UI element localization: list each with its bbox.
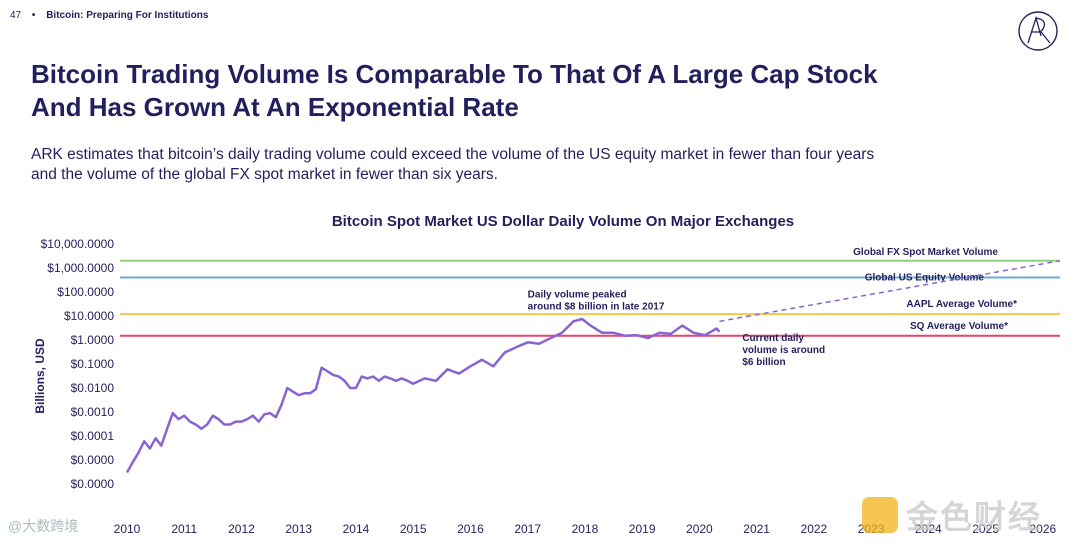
ark-logo-icon [1018, 11, 1058, 51]
annotation-text: Daily volume peaked [528, 289, 627, 300]
header-separator: • [31, 10, 36, 21]
x-tick-label: 2013 [285, 522, 312, 536]
y-tick-label: $1.0000 [71, 333, 115, 347]
watermark-left: @大数跨境 [8, 518, 79, 534]
x-tick-label: 2016 [457, 522, 484, 536]
page-title: Bitcoin Trading Volume Is Comparable To … [31, 58, 1011, 124]
x-tick-label: 2015 [400, 522, 427, 536]
x-tick-label: 2022 [801, 522, 828, 536]
annotation-text: around $8 billion in late 2017 [528, 301, 665, 312]
page-number: 47 [10, 10, 22, 21]
watermark-badge-icon [862, 497, 898, 533]
bitcoin-volume-line [125, 317, 721, 474]
subtitle-line-1: ARK estimates that bitcoin’s daily tradi… [31, 146, 875, 163]
x-tick-label: 2014 [343, 522, 370, 536]
chart-title: Bitcoin Spot Market US Dollar Daily Volu… [332, 213, 794, 230]
annotation-text: volume is around [742, 345, 825, 356]
annotation-text: $6 billion [742, 357, 785, 368]
section-title: Bitcoin: Preparing For Institutions [46, 10, 209, 21]
x-tick-label: 2012 [228, 522, 255, 536]
y-tick-label: $0.0100 [71, 381, 115, 395]
x-tick-label: 2019 [629, 522, 656, 536]
x-tick-label: 2017 [514, 522, 541, 536]
x-tick-label: 2018 [572, 522, 599, 536]
x-tick-label: 2026 [1029, 522, 1056, 536]
volume-chart: Bitcoin Spot Market US Dollar Daily Volu… [33, 213, 1061, 536]
reference-line-label: AAPL Average Volume* [906, 299, 1017, 310]
x-tick-label: 2010 [114, 522, 141, 536]
x-tick-label: 2011 [171, 522, 197, 536]
watermark-right: 金色财经 [862, 492, 1042, 538]
title-line-1: Bitcoin Trading Volume Is Comparable To … [31, 59, 878, 89]
y-tick-label: $0.0010 [71, 405, 115, 419]
x-tick-label: 2020 [686, 522, 713, 536]
y-tick-label: $0.0000 [71, 453, 115, 467]
x-tick-label: 2024 [915, 522, 942, 536]
y-tick-label: $0.0000 [71, 477, 115, 491]
y-tick-label: $10,000.0000 [41, 237, 115, 251]
title-line-2: And Has Grown At An Exponential Rate [31, 92, 519, 122]
reference-line-label: SQ Average Volume* [910, 321, 1008, 332]
y-tick-label: $10.0000 [64, 309, 114, 323]
y-tick-label: $0.1000 [71, 357, 115, 371]
page-header: 47 • Bitcoin: Preparing For Institutions [10, 10, 208, 21]
y-tick-label: $100.0000 [57, 285, 114, 299]
y-tick-label: $1,000.0000 [47, 261, 114, 275]
annotation-text: Current daily [742, 333, 804, 344]
projection-line [719, 260, 1061, 323]
reference-line-label: Global FX Spot Market Volume [853, 247, 998, 258]
y-axis-label: Billions, USD [33, 338, 47, 414]
x-tick-label: 2021 [743, 522, 770, 536]
reference-line-label: Global US Equity Volume [865, 273, 985, 284]
x-tick-label: 2025 [972, 522, 999, 536]
watermark-right-text: 金色财经 [906, 499, 1043, 535]
page-subtitle: ARK estimates that bitcoin’s daily tradi… [31, 145, 1021, 185]
y-tick-label: $0.0001 [71, 429, 115, 443]
subtitle-line-2: and the volume of the global FX spot mar… [31, 166, 498, 183]
